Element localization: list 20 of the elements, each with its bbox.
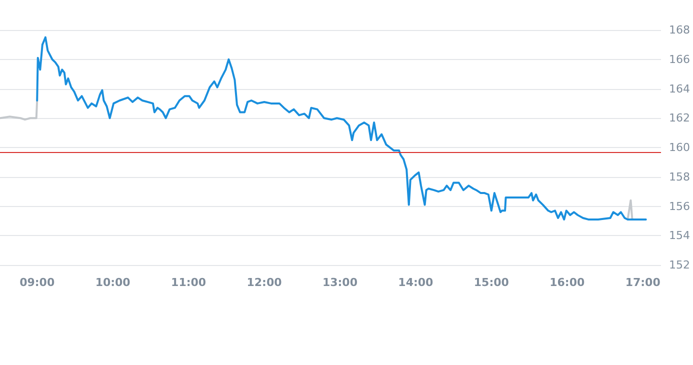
x-tick-label: 13:00 <box>322 276 358 289</box>
y-tick-label: 164 <box>669 82 690 96</box>
y-tick-label: 152 <box>669 258 690 272</box>
x-tick-label: 17:00 <box>625 276 661 289</box>
x-tick-label: 14:00 <box>398 276 434 289</box>
x-tick-label: 16:00 <box>550 276 585 289</box>
y-tick-label: 156 <box>669 200 690 213</box>
y-tick-label: 162 <box>669 112 690 125</box>
y-tick-label: 158 <box>669 170 690 184</box>
y-tick-label: 160 <box>669 141 690 154</box>
line-series <box>36 36 647 220</box>
y-tick-label: 154 <box>669 229 690 242</box>
line-series <box>0 100 38 121</box>
x-tick-label: 10:00 <box>95 276 131 289</box>
x-tick-label: 11:00 <box>171 276 206 289</box>
x-tick-label: 09:00 <box>20 276 55 289</box>
x-tick-label: 12:00 <box>246 276 282 289</box>
x-tick-label: 15:00 <box>474 276 510 289</box>
y-tick-label: 168 <box>669 24 690 36</box>
y-tick-label: 166 <box>669 52 690 66</box>
